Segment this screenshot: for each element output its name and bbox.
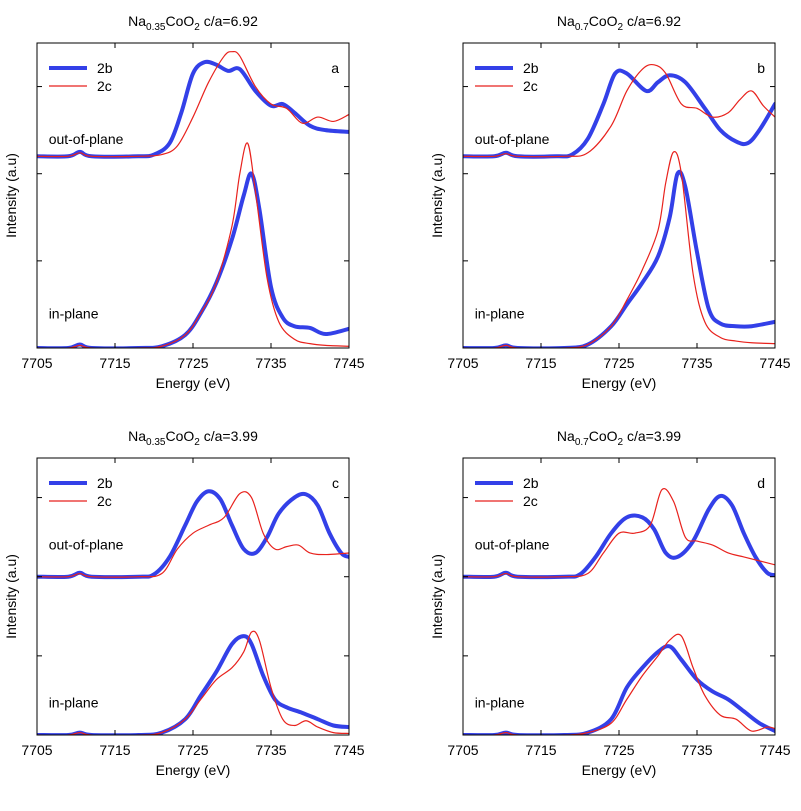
title-sub2: 2 [618, 437, 624, 448]
x-tick-label: 7705 [21, 742, 52, 758]
x-tick-label: 7715 [99, 355, 130, 371]
x-tick-label: 7745 [759, 742, 790, 758]
series-line-2c-out-of-plane [37, 50, 349, 158]
legend-label-2b: 2b [97, 60, 113, 76]
series-line-2c-out-of-plane [37, 491, 349, 578]
title-tail: c/a=6.92 [623, 13, 681, 29]
title-base: Na [128, 428, 146, 444]
title-sub1: 0.7 [575, 22, 589, 33]
series-group [463, 63, 775, 348]
series-line-2b-in-plane [463, 169, 775, 348]
x-tick-label: 7745 [333, 355, 364, 371]
series-line-2c-out-of-plane [463, 488, 775, 578]
series-line-2c-in-plane [463, 633, 775, 735]
x-tick-label: 7715 [99, 742, 130, 758]
legend-label-2b: 2b [97, 475, 113, 491]
series-line-2c-in-plane [37, 142, 349, 348]
title-sub2: 2 [194, 437, 200, 448]
title-sub1: 0.35 [146, 22, 166, 33]
panel-c: Na0.35CoO2 c/a=3.99 7705 7715 7725 7735 7745 E… [3, 428, 365, 778]
chart-title: Na0.35CoO2 c/a=3.99 [128, 428, 258, 448]
x-tick-label: 7745 [333, 742, 364, 758]
legend-label-2c: 2c [523, 78, 538, 94]
series-line-2b-in-plane [37, 171, 349, 348]
legend-label-2c: 2c [97, 78, 112, 94]
plot-frame [462, 42, 776, 349]
title-base: Na [128, 13, 146, 29]
title-mid: CoO [589, 428, 618, 444]
title-mid: CoO [166, 428, 195, 444]
series-line-2b-in-plane [463, 644, 775, 735]
panel-label: c [332, 475, 339, 491]
legend-label-2b: 2b [523, 475, 539, 491]
y-axis-label: Intensity (a.u) [429, 554, 445, 639]
series-line-2c-in-plane [37, 630, 349, 735]
title-sub1: 0.35 [146, 437, 166, 448]
annotation-out-of-plane: out-of-plane [49, 536, 124, 552]
legend-label-2b: 2b [523, 60, 539, 76]
x-axis-label: Energy (eV) [156, 375, 231, 391]
panel-a: Na0.35CoO2 c/a=6.92 7705 7715 7725 7735 7745 E… [3, 13, 365, 391]
x-axis-label: Energy (eV) [156, 762, 231, 778]
panel-d: Na0.7CoO2 c/a=3.99 7705 7715 7725 7735 7745 En… [429, 428, 791, 778]
x-tick-label: 7725 [603, 355, 634, 371]
chart-title: Na0.35CoO2 c/a=6.92 [128, 13, 258, 33]
series-group [37, 50, 349, 348]
annotation-out-of-plane: out-of-plane [49, 131, 124, 147]
x-tick-label: 7705 [447, 742, 478, 758]
x-tick-label: 7705 [21, 355, 52, 371]
x-tick-label: 7715 [525, 355, 556, 371]
title-tail: c/a=3.99 [623, 428, 681, 444]
x-tick-label: 7715 [525, 742, 556, 758]
y-axis-label: Intensity (a.u) [3, 153, 19, 238]
y-axis-label: Intensity (a.u) [429, 153, 445, 238]
series-group [37, 489, 349, 735]
x-tick-label: 7725 [603, 742, 634, 758]
annotation-out-of-plane: out-of-plane [475, 536, 550, 552]
title-sub2: 2 [194, 22, 200, 33]
annotation-out-of-plane: out-of-plane [475, 131, 550, 147]
title-base: Na [557, 428, 575, 444]
chart-title: Na0.7CoO2 c/a=3.99 [557, 428, 681, 448]
legend-label-2c: 2c [523, 493, 538, 509]
x-tick-label: 7735 [681, 355, 712, 371]
title-mid: CoO [589, 13, 618, 29]
x-tick-label: 7735 [255, 355, 286, 371]
title-base: Na [557, 13, 575, 29]
series-line-2c-out-of-plane [463, 63, 775, 158]
title-sub2: 2 [618, 22, 624, 33]
x-axis-label: Energy (eV) [582, 375, 657, 391]
annotation-in-plane: in-plane [475, 695, 525, 711]
x-tick-label: 7725 [177, 742, 208, 758]
plot-frame [36, 42, 350, 349]
title-mid: CoO [166, 13, 195, 29]
title-tail: c/a=3.99 [200, 428, 258, 444]
panel-label: a [331, 60, 339, 76]
x-tick-label: 7725 [177, 355, 208, 371]
series-line-2c-in-plane [463, 151, 775, 348]
panel-label: b [757, 60, 765, 76]
x-axis-label: Energy (eV) [582, 762, 657, 778]
series-line-2b-out-of-plane [37, 489, 349, 580]
x-tick-label: 7705 [447, 355, 478, 371]
annotation-in-plane: in-plane [475, 305, 525, 321]
title-sub1: 0.7 [575, 437, 589, 448]
plot-frame [36, 457, 350, 736]
chart-title: Na0.7CoO2 c/a=6.92 [557, 13, 681, 33]
legend-label-2c: 2c [97, 493, 112, 509]
x-tick-label: 7745 [759, 355, 790, 371]
panel-label: d [757, 475, 765, 491]
x-tick-label: 7735 [255, 742, 286, 758]
y-axis-label: Intensity (a.u) [3, 554, 19, 639]
x-tick-label: 7735 [681, 742, 712, 758]
title-tail: c/a=6.92 [200, 13, 258, 29]
annotation-in-plane: in-plane [49, 305, 99, 321]
panel-b: Na0.7CoO2 c/a=6.92 7705 7715 7725 7735 7745 En… [429, 13, 791, 391]
annotation-in-plane: in-plane [49, 695, 99, 711]
series-line-2b-in-plane [37, 634, 349, 735]
